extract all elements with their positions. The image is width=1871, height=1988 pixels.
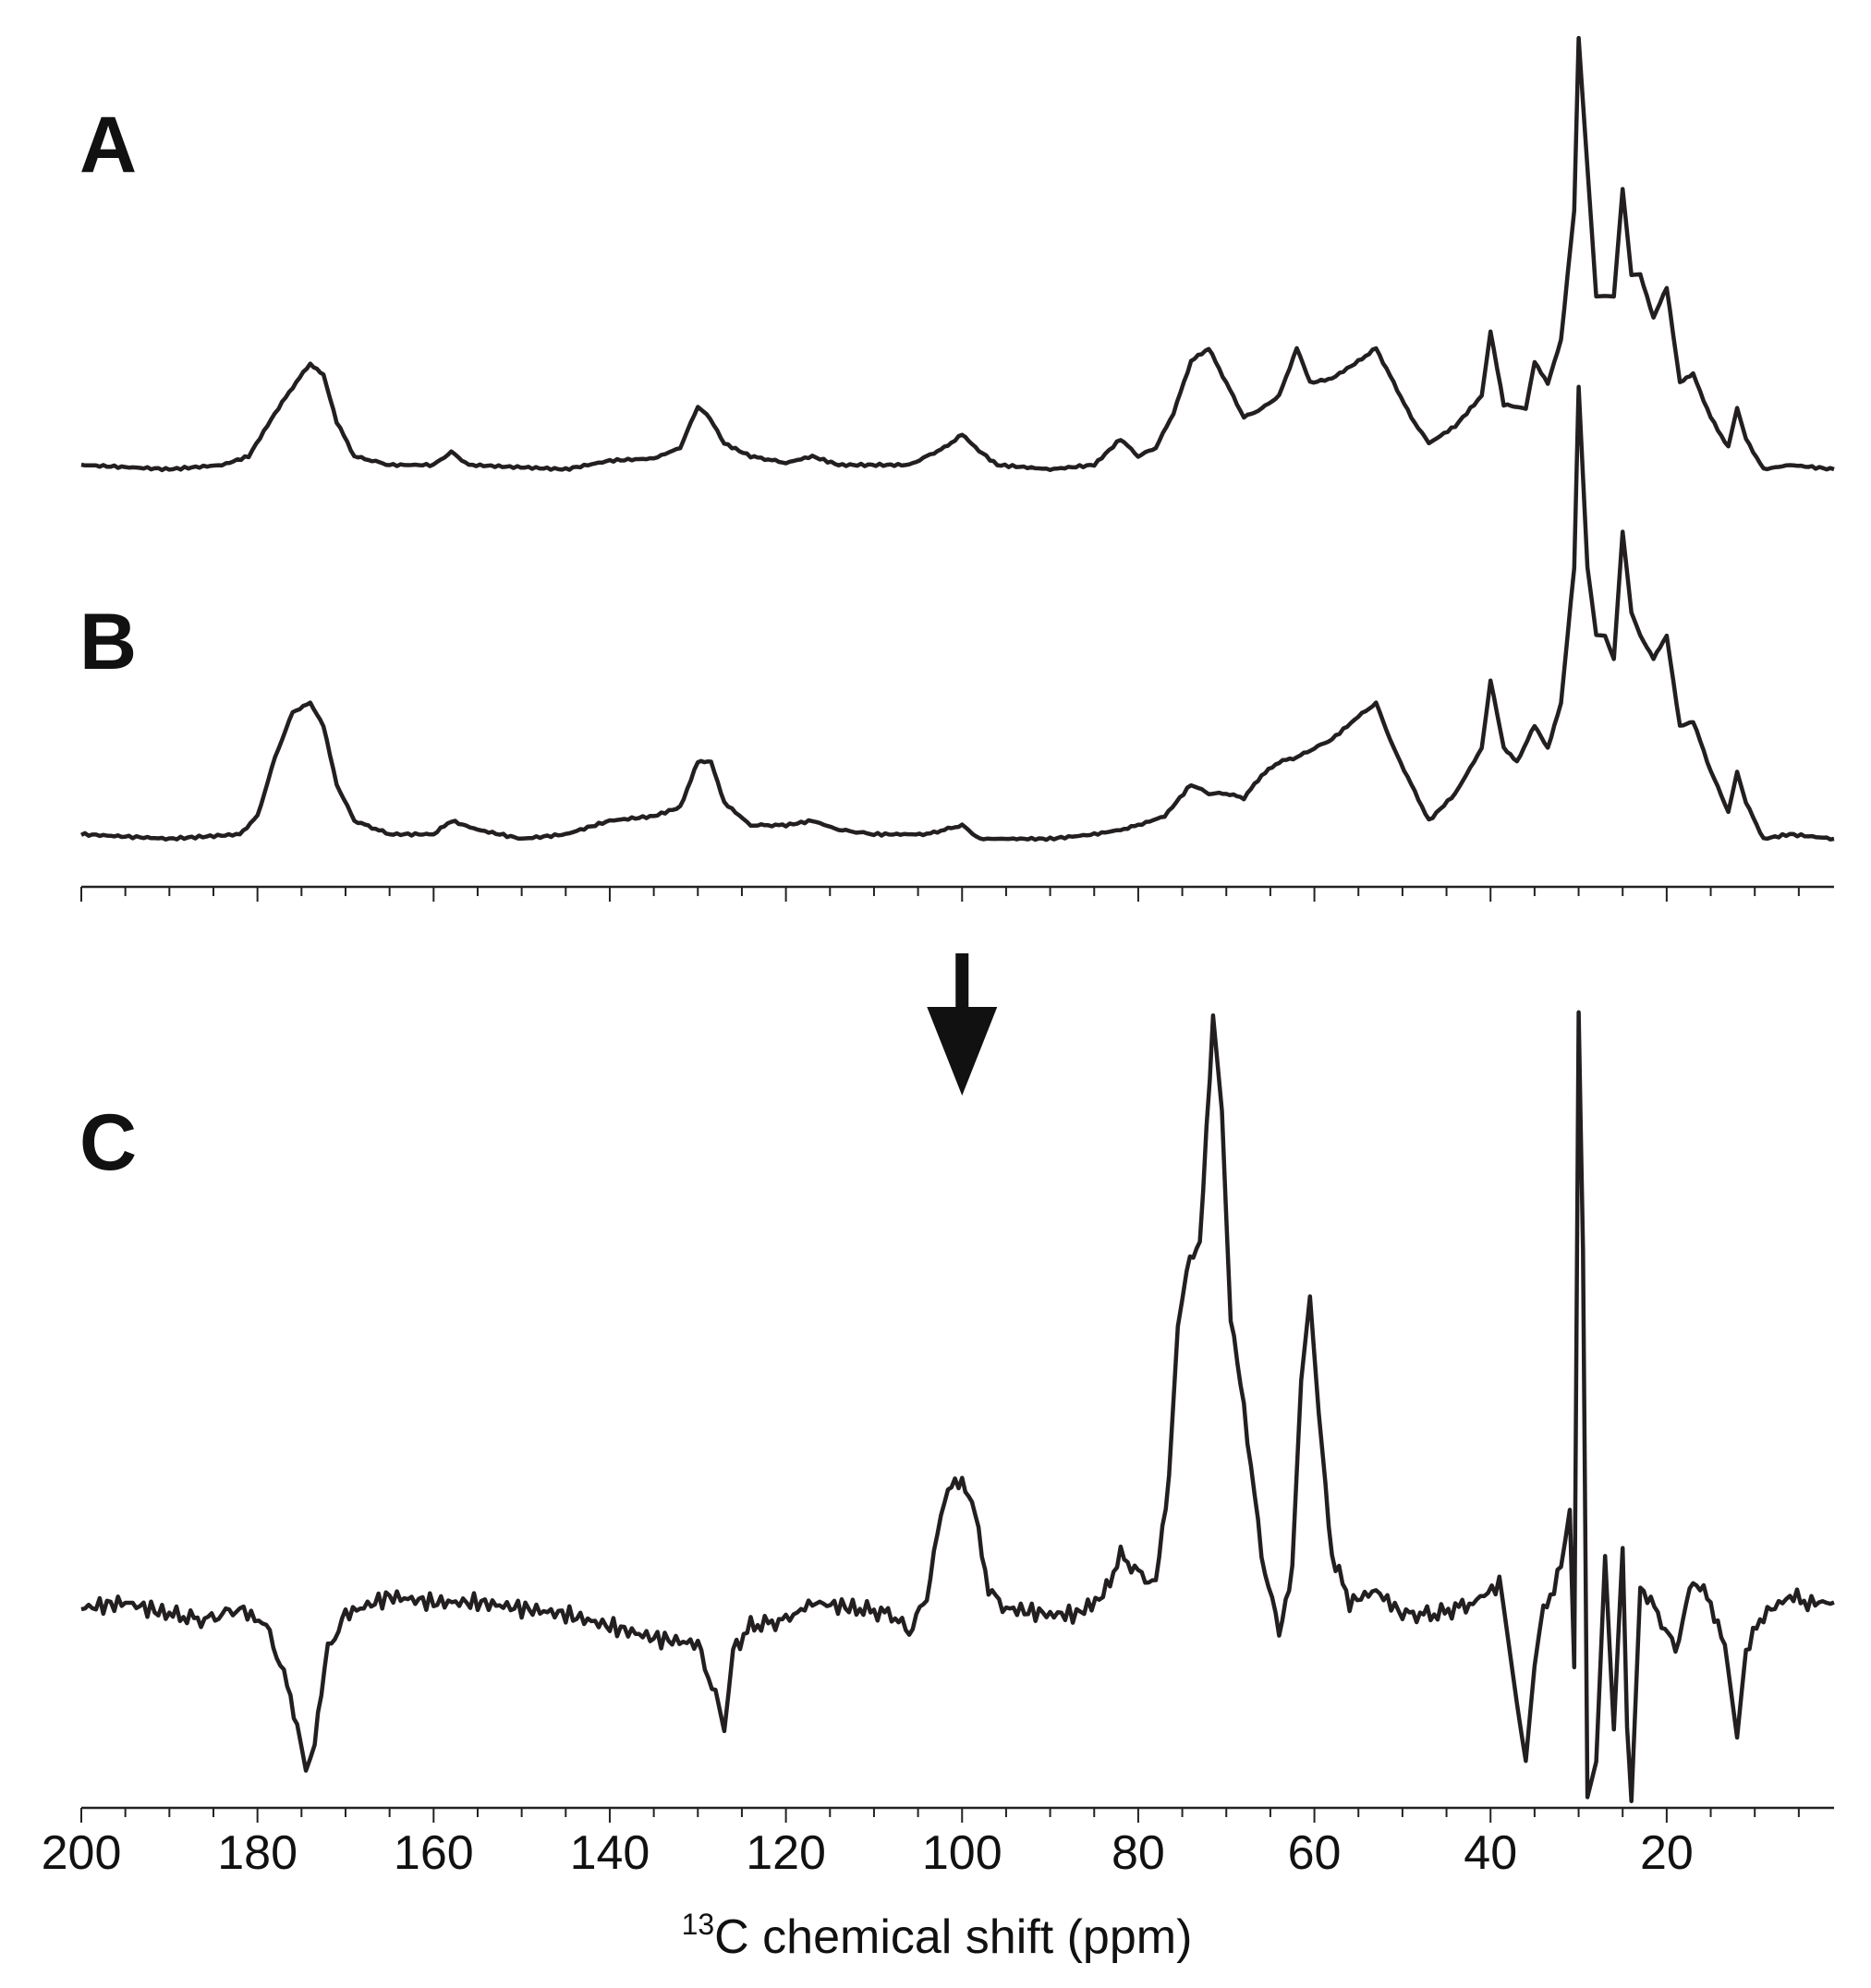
panel-label-b: B [79,598,137,686]
x-tick-label-160: 160 [394,1826,474,1880]
arrow-down-icon [927,1007,998,1096]
x-axis-title-superscript: 13 [682,1908,715,1941]
panel-labels: A B C [79,101,137,1187]
bottom-x-axis: 200 180 160 140 120 100 80 60 40 20 [42,1806,1834,1880]
x-axis-title: 13C chemical shift (ppm) [682,1908,1193,1964]
spectrum-traces [79,35,1835,1803]
spectrum-trace-a [80,35,1835,473]
x-tick-label-140: 140 [570,1826,650,1880]
x-tick-label-40: 40 [1464,1826,1517,1880]
x-tick-label-60: 60 [1288,1826,1342,1880]
x-tick-label-200: 200 [42,1826,122,1880]
x-tick-label-180: 180 [217,1826,298,1880]
x-tick-label-100: 100 [922,1826,1002,1880]
panel-label-a: A [79,101,137,189]
panel-label-c: C [79,1098,137,1187]
x-tick-label-80: 80 [1112,1826,1165,1880]
x-axis-title-text: C chemical shift (ppm) [714,1910,1192,1964]
middle-x-axis [80,885,1834,902]
arrow-annotation [927,953,998,1096]
x-tick-label-120: 120 [746,1826,826,1880]
x-tick-label-20: 20 [1640,1826,1694,1880]
spectrum-trace-c [80,1010,1835,1803]
spectrum-trace-b [79,384,1835,842]
